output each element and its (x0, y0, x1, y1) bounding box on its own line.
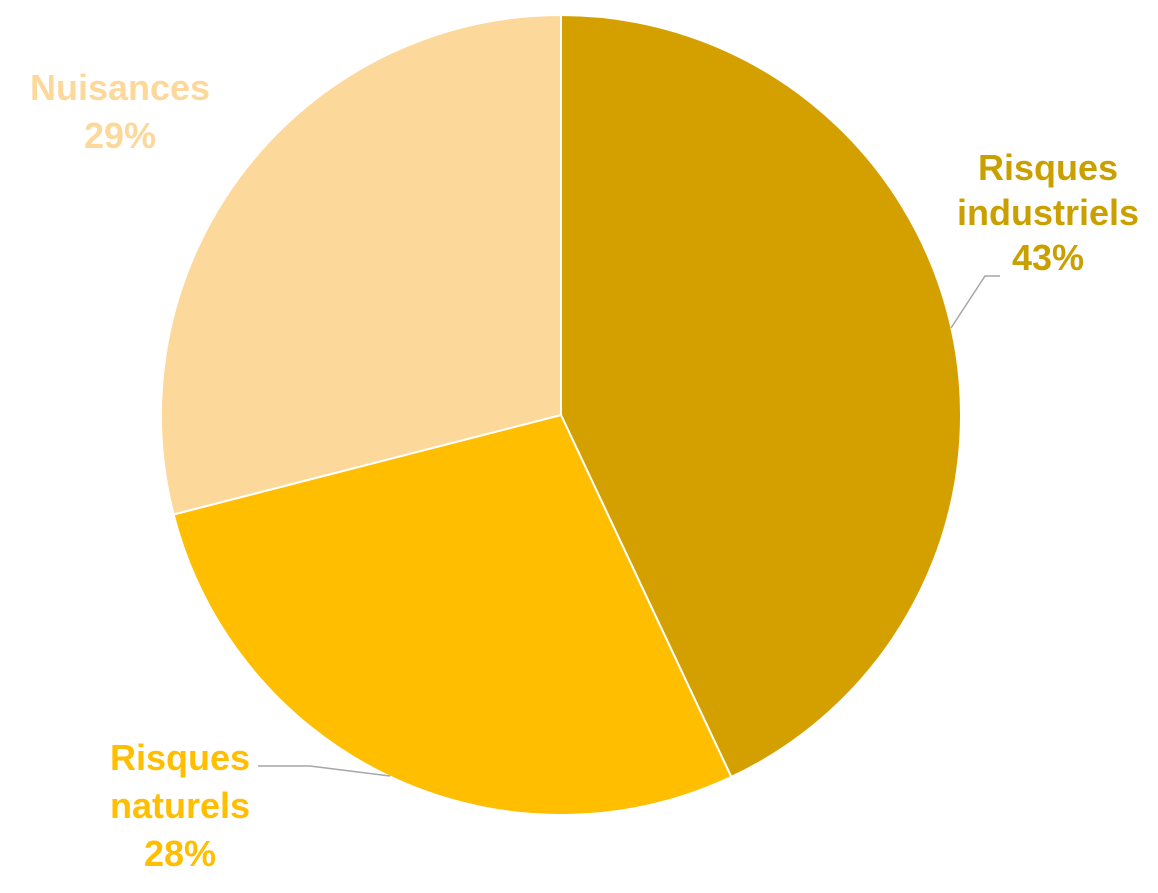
slice-name-line: Risques (110, 737, 250, 778)
pie-slice-nuisances (160, 13, 562, 516)
slice-value-label: 28% (144, 833, 216, 874)
slice-name-line: industriels (957, 192, 1139, 233)
slice-label-risques-industriels: Risques industriels 43% (957, 147, 1139, 278)
pie-slices (160, 13, 962, 816)
pie-slice-risques-naturels (172, 413, 733, 816)
slice-value-label: 43% (1012, 237, 1084, 278)
leader-lines (258, 275, 1000, 777)
slice-name-line: naturels (110, 785, 250, 826)
slice-label-nuisances: Nuisances 29% (30, 67, 210, 156)
slice-labels: Risques industriels 43%Risques naturels 28%N… (30, 67, 1139, 874)
slice-name-line: Risques (978, 147, 1118, 188)
leader-line-risques-naturels (258, 765, 391, 777)
leader-line-risques-industriels (950, 275, 1000, 329)
slice-label-risques-naturels: Risques naturels 28% (110, 737, 250, 874)
slice-value-label: 29% (84, 115, 156, 156)
slice-name-line: Nuisances (30, 67, 210, 108)
